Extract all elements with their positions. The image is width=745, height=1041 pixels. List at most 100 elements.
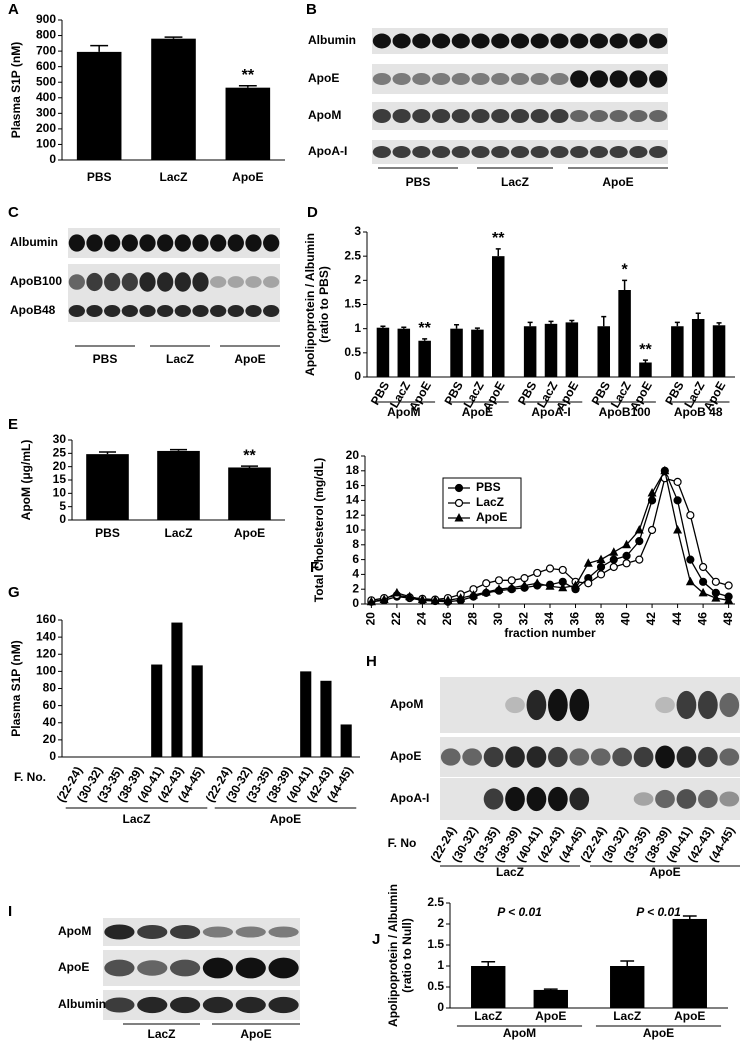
significance-label: ** xyxy=(243,447,256,464)
marker xyxy=(571,580,581,589)
y-tick-label: 0 xyxy=(59,512,66,526)
blot-band xyxy=(550,108,569,124)
error-bar xyxy=(380,325,386,328)
blot-band xyxy=(589,70,609,88)
blot-band xyxy=(550,73,569,85)
y-tick-label: 100 xyxy=(36,137,56,151)
group-label: ApoE xyxy=(462,405,493,419)
y-tick-label: 18 xyxy=(346,463,360,477)
marker xyxy=(494,576,504,585)
marker xyxy=(647,488,657,497)
blot-band xyxy=(612,747,633,767)
marker xyxy=(596,570,606,579)
blot-band xyxy=(68,305,85,317)
panel-letter: D xyxy=(307,204,318,221)
y-tick-label: 0 xyxy=(49,152,56,166)
blot-band xyxy=(121,272,138,292)
y-tick-label: 20 xyxy=(53,459,67,473)
blot-band xyxy=(505,786,525,812)
error-bar xyxy=(98,451,117,455)
error-bar xyxy=(622,279,628,290)
x-tick-label: PBS xyxy=(95,526,120,540)
blot-band xyxy=(590,748,611,766)
blot-band xyxy=(609,145,628,159)
error-bar xyxy=(674,321,680,327)
y-axis-label: Plasma S1P (nM) xyxy=(9,42,23,138)
blot-band xyxy=(235,926,266,938)
group-label: LacZ xyxy=(166,352,194,366)
blot-band xyxy=(589,145,609,159)
blot-band xyxy=(210,234,227,252)
marker xyxy=(622,551,631,561)
blot-band xyxy=(412,73,431,85)
blot-band xyxy=(372,108,391,124)
y-tick-label: 40 xyxy=(43,715,57,729)
marker xyxy=(519,580,529,589)
y-tick-label: 14 xyxy=(346,493,360,507)
panel-letter: H xyxy=(366,653,377,670)
blot-band xyxy=(629,70,648,88)
y-tick-label: 8 xyxy=(352,537,359,551)
blot-band xyxy=(139,305,156,317)
blot-band xyxy=(491,73,510,85)
blot-band xyxy=(491,33,510,49)
marker xyxy=(609,562,618,572)
blot-band xyxy=(235,996,266,1014)
blot-band xyxy=(548,746,568,768)
bar xyxy=(597,326,611,377)
x-tick-label: 46 xyxy=(695,612,709,626)
marker xyxy=(622,559,631,568)
bar xyxy=(225,87,271,160)
y-tick-label: 10 xyxy=(346,522,360,536)
blot-band xyxy=(227,234,244,252)
y-tick-label: 2.5 xyxy=(344,248,361,262)
marker xyxy=(584,579,593,588)
error-bar xyxy=(495,248,501,257)
blot-row-label: Albumin xyxy=(308,33,356,47)
significance-label: ** xyxy=(242,67,255,84)
x-tick-label: ApoE xyxy=(535,1009,566,1023)
blot-band xyxy=(629,145,648,159)
y-tick-label: 30 xyxy=(53,432,67,446)
marker xyxy=(724,581,733,590)
bar xyxy=(151,38,196,160)
blot-band xyxy=(68,274,85,290)
y-tick-label: 10 xyxy=(53,486,67,500)
bar xyxy=(340,724,352,757)
error-bar xyxy=(569,319,575,323)
blot-band xyxy=(649,33,668,49)
marker xyxy=(711,577,720,586)
significance-label: * xyxy=(621,262,628,279)
group-label: ApoE xyxy=(240,1027,271,1041)
group-label: LacZ xyxy=(147,1027,175,1041)
significance-label: ** xyxy=(639,341,652,358)
marker xyxy=(635,555,644,564)
blot-band xyxy=(719,748,740,766)
blot-band xyxy=(483,788,504,810)
blot-band xyxy=(202,957,234,979)
blot-band xyxy=(491,145,510,159)
blot-band xyxy=(104,997,135,1013)
x-tick-label: 40 xyxy=(619,612,633,626)
marker xyxy=(454,498,464,508)
blot-band xyxy=(510,73,530,85)
marker xyxy=(698,587,708,597)
y-tick-label: 500 xyxy=(36,74,56,88)
marker xyxy=(647,525,657,535)
blot-band xyxy=(633,792,654,806)
y-tick-label: 15 xyxy=(53,472,67,486)
bar xyxy=(639,362,652,377)
blot-band xyxy=(451,108,470,124)
y-axis-label: Plasma S1P (nM) xyxy=(9,640,23,736)
marker xyxy=(583,558,593,567)
y-tick-label: 100 xyxy=(36,664,56,678)
blot-band xyxy=(649,109,668,123)
blot-band xyxy=(121,305,138,317)
bar xyxy=(151,664,163,757)
bar xyxy=(157,450,200,520)
blot-band xyxy=(245,276,262,288)
marker xyxy=(685,576,695,586)
blot-band xyxy=(550,33,569,49)
error-bar xyxy=(481,961,496,966)
marker xyxy=(634,525,644,534)
